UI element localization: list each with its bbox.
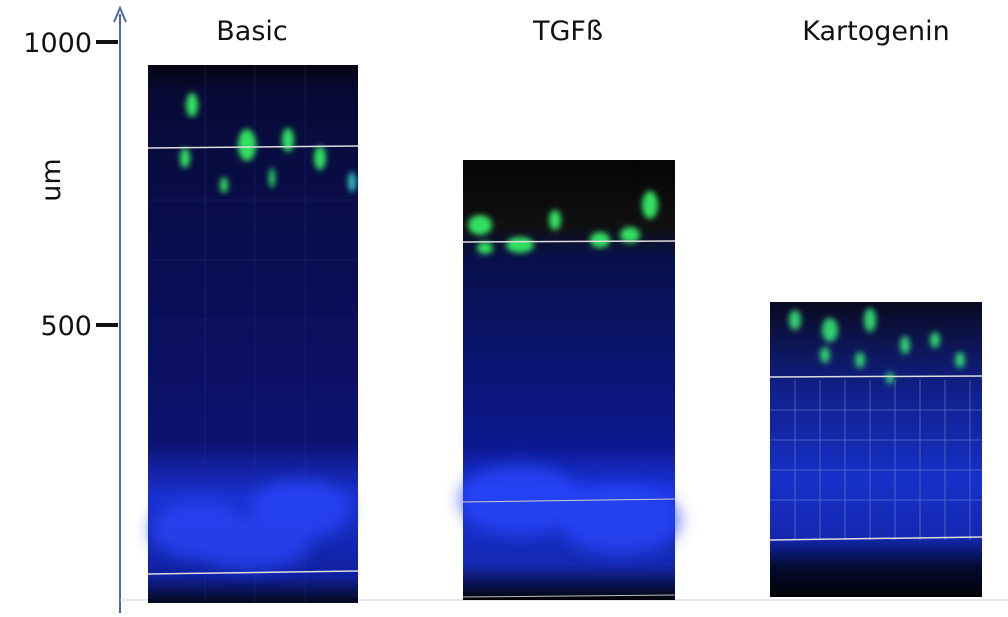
panel-title: TGFß [532, 16, 603, 47]
micrograph [147, 65, 359, 603]
panel-title: Basic [216, 16, 287, 47]
micrograph [769, 302, 983, 597]
tick-label: 1000 [23, 28, 92, 59]
tick-label: 500 [40, 311, 92, 342]
axis-label: um [36, 158, 67, 201]
axis-arrow [113, 5, 127, 23]
panel-title: Kartogenin [802, 16, 949, 47]
ticks: 1000 500 [23, 28, 118, 342]
micrograph [460, 160, 680, 600]
